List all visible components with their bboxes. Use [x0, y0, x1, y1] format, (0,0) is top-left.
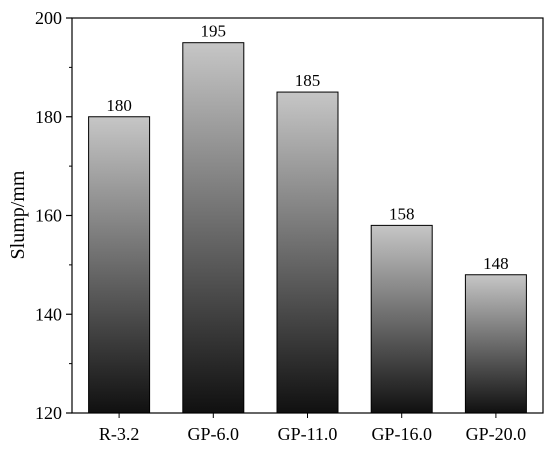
bar-GP-16.0 [370, 224, 433, 414]
bar-R-3.2 [88, 116, 151, 414]
x-tick-label-GP-6.0: GP-6.0 [188, 424, 240, 444]
x-tick-label-GP-11.0: GP-11.0 [278, 424, 338, 444]
x-tick-label-R-3.2: R-3.2 [99, 424, 140, 444]
ticks-layer: R-3.2 GP-6.0 GP-11.0 GP-16.0 GP-20.0 120 140 16… [35, 8, 526, 444]
data-label-GP-11.0: 185 [295, 71, 321, 90]
y-tick-label-140: 140 [35, 304, 62, 324]
bar-GP-6.0 [182, 42, 245, 414]
bar-GP-20.0 [464, 274, 527, 414]
data-label-R-3.2: 180 [106, 96, 132, 115]
x-tick-label-GP-16.0: GP-16.0 [371, 424, 432, 444]
bar-GP-11.0 [276, 91, 339, 414]
y-tick-label-200: 200 [35, 8, 62, 28]
y-tick-label-120: 120 [35, 403, 62, 423]
data-label-GP-6.0: 195 [201, 22, 227, 41]
y-axis-title: Slump/mm [7, 170, 29, 259]
data-label-GP-20.0: 148 [483, 254, 509, 273]
bars-layer: 180 195 185 158 148 [88, 22, 527, 414]
y-tick-label-160: 160 [35, 206, 62, 226]
data-label-GP-16.0: 158 [389, 204, 415, 223]
y-tick-label-180: 180 [35, 107, 62, 127]
x-tick-label-GP-20.0: GP-20.0 [466, 424, 527, 444]
